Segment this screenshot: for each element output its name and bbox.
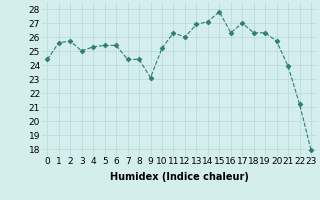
X-axis label: Humidex (Indice chaleur): Humidex (Indice chaleur) — [110, 172, 249, 182]
